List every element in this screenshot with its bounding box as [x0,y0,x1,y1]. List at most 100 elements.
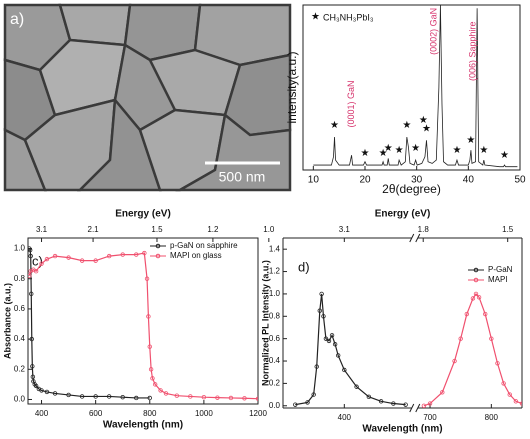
data-point [321,314,326,319]
data-point [378,399,384,404]
data-point [366,394,372,400]
data-point [501,381,506,386]
data-point [335,353,341,358]
data-point [242,396,247,401]
y-tick-label: 1.2 [269,267,281,276]
legend-label: P-GaN [488,265,513,274]
y-tick-label: 0.4 [269,356,281,365]
data-line [313,5,518,168]
x-tick-label: 50 [514,175,526,186]
peak-annotation: (0001) GaN [346,80,356,127]
y-axis-label: Absorbance (a.u.) [2,283,12,359]
x-tick-label: 800 [143,409,157,418]
panel-label: a) [10,11,24,28]
x-tick-label: 10 [308,175,320,186]
peak-star: ★ [361,148,370,159]
data-point [326,338,332,344]
peak-star: ★ [422,123,431,134]
data-point [52,253,58,259]
peak-star: ★ [384,143,393,154]
data-point [329,333,335,338]
x2-tick-label: 1.8 [418,225,430,234]
data-point [476,295,482,300]
peak-star: ★ [379,148,388,159]
peak-star: ★ [411,143,420,154]
axis-break [409,403,415,413]
sem-grains [3,3,292,192]
data-point [158,388,163,393]
plot-area [28,246,258,401]
data-point [464,311,470,317]
data-point [440,390,445,395]
data-point [39,388,44,393]
x2-tick-label: 1.2 [207,225,219,234]
y-axis-label: intensity(a.u.) [285,51,299,123]
data-point [489,336,494,341]
y-tick-label: 1.0 [14,244,26,253]
data-point [174,393,180,398]
data-point [483,311,488,317]
data-point [142,250,147,256]
panel-label: c) [32,253,43,268]
data-point [293,402,298,407]
data-point [354,384,359,389]
peak-star: ★ [452,145,461,156]
x2-tick-label: 1.5 [151,225,163,234]
x2-tick-label: 3.1 [339,225,351,234]
panel: 400 600 800 1000 1200 Wavelength (nm) 3.1 2.1 1.… [2,209,275,431]
y-tick-label: 0.2 [14,364,26,373]
data-point [452,358,457,364]
x-tick-label: 600 [89,409,103,418]
scale-bar-label: 500 nm [219,169,266,185]
data-point [152,382,158,387]
data-point [79,394,85,399]
data-point [39,261,44,266]
data-line [28,252,258,400]
y-tick-label: 0.0 [14,395,26,404]
x-tick-label: 1200 [249,409,267,418]
data-point [314,364,319,369]
data-point [305,400,310,405]
data-point [421,403,427,408]
data-line [28,248,150,399]
data-point [28,273,32,278]
legend-label: p-GaN on sapphire [170,241,238,250]
data-point [134,395,139,401]
data-point [470,296,476,301]
data-point [93,258,98,263]
y-tick-label: 0.8 [14,274,26,283]
y-tick-label: 0.8 [269,311,281,320]
data-point [106,253,112,259]
axis-frame [27,237,259,405]
data-point [28,247,33,253]
data-point [323,336,329,341]
x-tick-label: 30 [411,175,423,186]
peak-star: ★ [395,145,404,156]
peak-star: ★ [402,120,411,131]
data-point [147,344,152,349]
peak-star: ★ [419,115,428,126]
data-point [427,401,433,406]
data-point [495,361,500,366]
data-point [317,308,322,313]
peak-star: ★ [466,135,475,146]
data-point [30,374,36,380]
y-tick-label: 1.0 [269,289,281,298]
peak-star: ★ [479,145,488,156]
x2-tick-label: 1.5 [502,225,514,234]
axis-break [415,403,421,413]
data-point [163,391,169,396]
data-point [332,342,338,347]
data-point [228,395,234,401]
data-point [66,255,71,260]
x-tick-label: 40 [463,175,475,186]
y-tick-label: 0.2 [269,379,281,388]
data-point [403,402,408,407]
data-point [93,394,98,399]
legend-label: MAPI [488,275,508,284]
data-point [120,252,125,257]
data-point [144,276,150,281]
data-point [66,392,71,398]
